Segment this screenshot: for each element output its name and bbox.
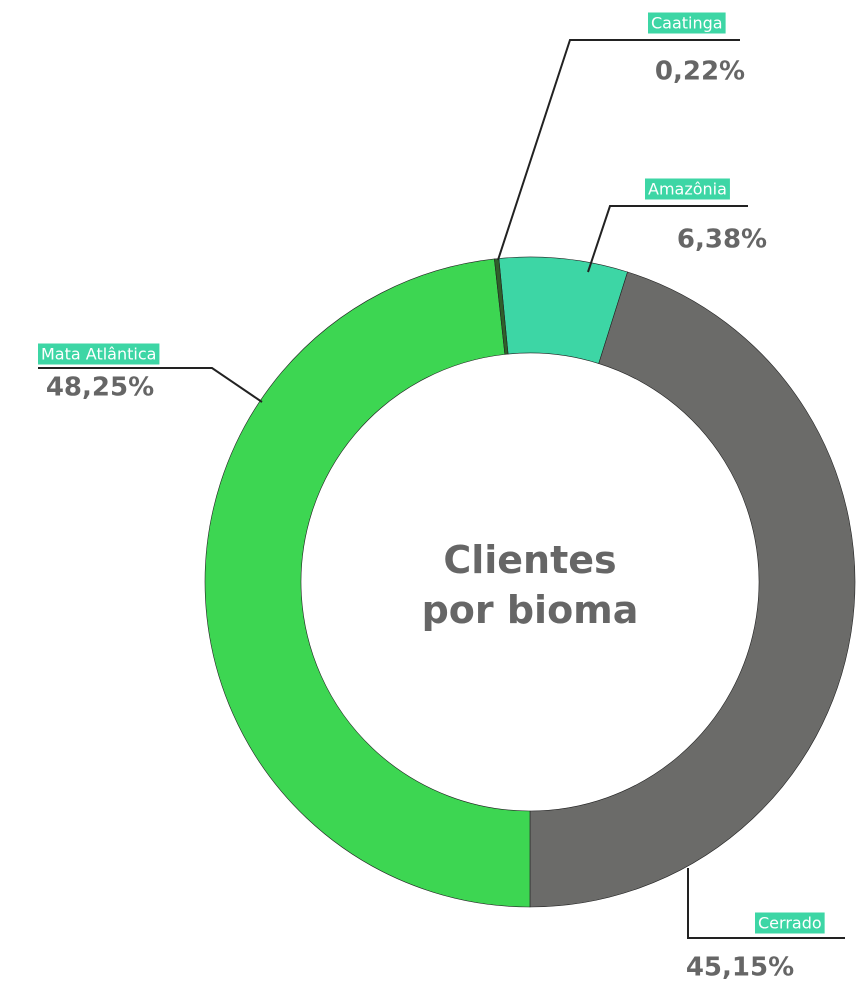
label-background xyxy=(645,178,730,200)
label-background xyxy=(648,12,726,34)
donut-segment xyxy=(529,271,856,908)
category-label: Cerrado xyxy=(758,914,822,933)
chart-title: Clientes por bioma xyxy=(421,538,639,632)
donut-segment xyxy=(494,258,509,355)
label-background xyxy=(755,912,825,934)
donut-segment xyxy=(204,258,531,908)
leader-line xyxy=(38,367,263,403)
value-label: 0,22% xyxy=(655,57,745,87)
category-label: Amazônia xyxy=(648,180,727,199)
label-background xyxy=(38,343,160,365)
leader-line xyxy=(497,39,740,261)
value-label: 6,38% xyxy=(677,225,767,255)
leader-line xyxy=(587,205,748,273)
category-label: Mata Atlântica xyxy=(41,345,156,364)
category-label: Caatinga xyxy=(651,14,723,33)
value-label: 45,15% xyxy=(686,953,794,983)
leader-line xyxy=(687,868,845,939)
value-label: 48,25% xyxy=(46,373,154,403)
